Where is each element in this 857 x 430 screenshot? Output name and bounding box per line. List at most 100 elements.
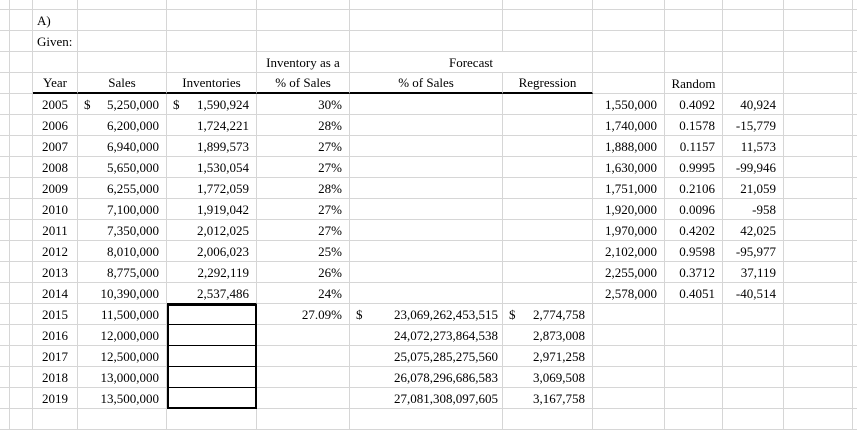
cell-sales-2011[interactable]: 7,350,000: [78, 220, 167, 241]
empty-cell[interactable]: [0, 10, 10, 31]
cell-year-2017[interactable]: 2017: [33, 346, 78, 367]
cell-sales-2007[interactable]: 6,940,000: [78, 136, 167, 157]
empty-cell[interactable]: [593, 52, 665, 73]
empty-cell[interactable]: [167, 52, 257, 73]
empty-cell[interactable]: [593, 304, 665, 325]
cell-inventories-2012[interactable]: 2,006,023: [167, 241, 257, 262]
cell-forecast-pct-2015[interactable]: $23,069,262,453,515: [350, 304, 503, 325]
cell-level-2007[interactable]: 1,888,000: [593, 136, 665, 157]
empty-cell[interactable]: [853, 115, 857, 136]
empty-cell[interactable]: [665, 10, 723, 31]
cell-random-2008[interactable]: 0.9995: [665, 157, 723, 178]
empty-cell[interactable]: [784, 388, 853, 409]
empty-cell[interactable]: [0, 262, 10, 283]
cell-inventory-pct-2006[interactable]: 28%: [257, 115, 350, 136]
empty-cell[interactable]: [784, 136, 853, 157]
empty-cell[interactable]: [723, 304, 784, 325]
empty-cell[interactable]: [350, 262, 503, 283]
empty-cell[interactable]: [593, 409, 665, 430]
cell-inventories-2008[interactable]: 1,530,054: [167, 157, 257, 178]
cell-year-2014[interactable]: 2014: [33, 283, 78, 304]
empty-cell[interactable]: [665, 52, 723, 73]
cell-year-2007[interactable]: 2007: [33, 136, 78, 157]
empty-cell[interactable]: [784, 199, 853, 220]
empty-cell[interactable]: [10, 52, 33, 73]
empty-cell[interactable]: [784, 220, 853, 241]
cell-year-2008[interactable]: 2008: [33, 157, 78, 178]
cell-sales-2017[interactable]: 12,500,000: [78, 346, 167, 367]
header-sales[interactable]: Sales: [78, 73, 167, 94]
empty-cell[interactable]: [784, 10, 853, 31]
cell-sales-2016[interactable]: 12,000,000: [78, 325, 167, 346]
cell-forecast-regression-2018[interactable]: 3,069,508: [503, 367, 593, 388]
empty-cell[interactable]: [0, 409, 10, 430]
empty-cell[interactable]: [593, 73, 665, 94]
cell-sales-2014[interactable]: 10,390,000: [78, 283, 167, 304]
empty-cell[interactable]: [853, 94, 857, 115]
cell-inventory-pct-2012[interactable]: 25%: [257, 241, 350, 262]
cell-level-2012[interactable]: 2,102,000: [593, 241, 665, 262]
empty-cell[interactable]: [350, 409, 503, 430]
empty-cell[interactable]: [593, 10, 665, 31]
empty-cell[interactable]: [853, 178, 857, 199]
cell-sales-2019[interactable]: 13,500,000: [78, 388, 167, 409]
empty-cell[interactable]: [853, 31, 857, 52]
cell-inventory-pct-2005[interactable]: 30%: [257, 94, 350, 115]
empty-cell[interactable]: [350, 115, 503, 136]
empty-cell[interactable]: [593, 388, 665, 409]
empty-cell[interactable]: [665, 325, 723, 346]
empty-cell[interactable]: [167, 409, 257, 430]
empty-cell[interactable]: [853, 262, 857, 283]
cell-year-2018[interactable]: 2018: [33, 367, 78, 388]
empty-cell[interactable]: [257, 346, 350, 367]
empty-cell[interactable]: [0, 325, 10, 346]
empty-cell[interactable]: [853, 283, 857, 304]
empty-cell[interactable]: [723, 31, 784, 52]
cell-inventories-2014[interactable]: 2,537,486: [167, 283, 257, 304]
empty-cell[interactable]: [853, 409, 857, 430]
empty-cell[interactable]: [503, 157, 593, 178]
empty-cell[interactable]: [350, 10, 503, 31]
empty-cell[interactable]: [723, 388, 784, 409]
cell-year-2012[interactable]: 2012: [33, 241, 78, 262]
cell-forecast-pct-2016[interactable]: 24,072,273,864,538: [350, 325, 503, 346]
cell-inventories-2010[interactable]: 1,919,042: [167, 199, 257, 220]
empty-cell[interactable]: [665, 0, 723, 10]
cell-inventories-2007[interactable]: 1,899,573: [167, 136, 257, 157]
empty-cell[interactable]: [503, 10, 593, 31]
empty-cell[interactable]: [0, 0, 10, 10]
cell-inventories-2011[interactable]: 2,012,025: [167, 220, 257, 241]
cell-level-2010[interactable]: 1,920,000: [593, 199, 665, 220]
empty-cell[interactable]: [257, 409, 350, 430]
empty-cell[interactable]: [33, 409, 78, 430]
cell-deviation-2011[interactable]: 42,025: [723, 220, 784, 241]
cell-inventories-2005[interactable]: $1,590,924: [167, 94, 257, 115]
cell-inventory-pct-2009[interactable]: 28%: [257, 178, 350, 199]
cell-random-2009[interactable]: 0.2106: [665, 178, 723, 199]
cell-sales-2005[interactable]: $5,250,000: [78, 94, 167, 115]
empty-cell[interactable]: [10, 220, 33, 241]
cell-random-2014[interactable]: 0.4051: [665, 283, 723, 304]
empty-cell[interactable]: [167, 0, 257, 10]
cell-forecast-regression-2019[interactable]: 3,167,758: [503, 388, 593, 409]
empty-cell[interactable]: [503, 409, 593, 430]
empty-cell[interactable]: [723, 0, 784, 10]
empty-cell[interactable]: [0, 94, 10, 115]
cell-year-2019[interactable]: 2019: [33, 388, 78, 409]
header-regression[interactable]: Regression: [503, 73, 593, 94]
empty-cell[interactable]: [665, 367, 723, 388]
given-label-cell[interactable]: Given:: [33, 31, 78, 52]
cell-sales-2012[interactable]: 8,010,000: [78, 241, 167, 262]
cell-year-2005[interactable]: 2005: [33, 94, 78, 115]
empty-cell[interactable]: [784, 115, 853, 136]
empty-cell[interactable]: [593, 31, 665, 52]
cell-deviation-2014[interactable]: -40,514: [723, 283, 784, 304]
empty-cell[interactable]: [503, 94, 593, 115]
empty-cell[interactable]: [853, 0, 857, 10]
empty-cell[interactable]: [10, 367, 33, 388]
empty-cell[interactable]: [78, 52, 167, 73]
cell-inventory-pct-2014[interactable]: 24%: [257, 283, 350, 304]
cell-inventories-input-2015[interactable]: [167, 304, 257, 325]
cell-random-2011[interactable]: 0.4202: [665, 220, 723, 241]
empty-cell[interactable]: [10, 409, 33, 430]
